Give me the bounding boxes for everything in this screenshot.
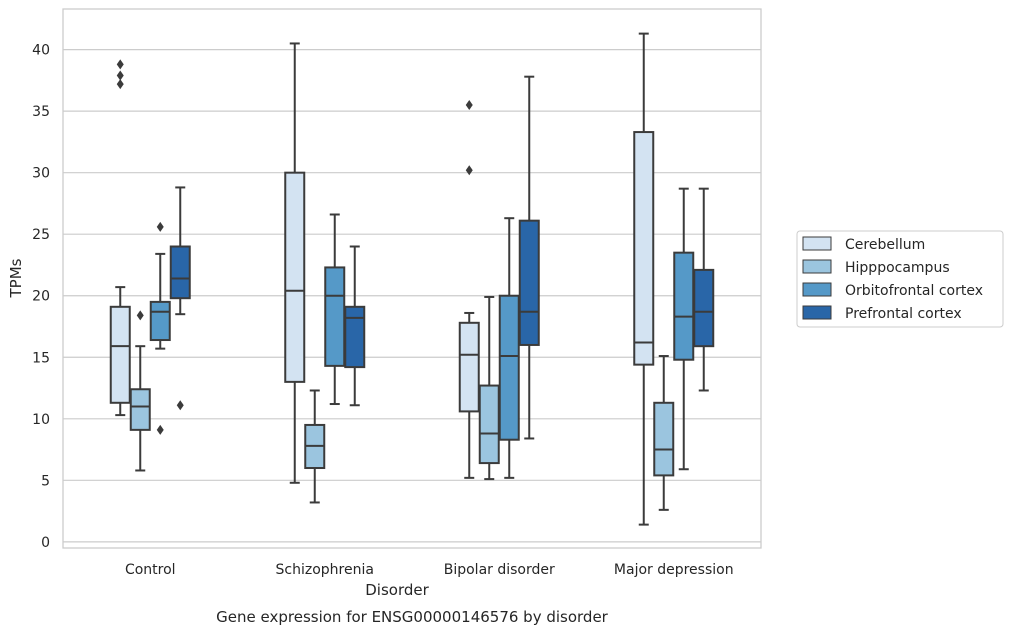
legend-label: Prefrontal cortex xyxy=(845,306,962,322)
y-tick-label: 5 xyxy=(41,473,50,489)
y-axis-label: TPMs xyxy=(7,258,25,298)
box-hipppocampus-bipolar-disorder xyxy=(478,295,500,481)
chart-title: Gene expression for ENSG00000146576 by d… xyxy=(216,608,609,626)
legend-swatch xyxy=(802,305,832,320)
box-orbitofrontal-cortex-major-depression xyxy=(673,187,695,471)
outlier-point xyxy=(465,99,473,110)
x-tick-label: Control xyxy=(125,562,176,578)
legend-swatch xyxy=(802,282,832,297)
legend-swatch xyxy=(802,236,832,251)
y-tick-label: 20 xyxy=(32,289,50,305)
y-tick-label: 30 xyxy=(32,166,50,182)
outlier-point xyxy=(136,310,144,321)
x-tick-label: Major depression xyxy=(614,562,734,578)
box-hipppocampus-schizophrenia xyxy=(304,389,326,504)
box-iqr xyxy=(633,131,655,366)
legend-frame xyxy=(796,230,1004,328)
legend-label: Hipppocampus xyxy=(845,260,950,276)
box-prefrontal-cortex-control xyxy=(169,186,191,411)
x-axis-label: Disorder xyxy=(365,581,429,599)
legend-swatch xyxy=(802,259,832,274)
y-tick-labels: 0 5 10 15 20 25 30 35 40 xyxy=(32,43,50,551)
box-iqr xyxy=(693,268,715,348)
box-prefrontal-cortex-bipolar-disorder xyxy=(518,75,540,440)
legend-label: Cerebellum xyxy=(845,237,925,253)
box-cerebellum-major-depression xyxy=(633,32,655,526)
box-iqr xyxy=(109,305,131,404)
plot-area-frame xyxy=(62,8,762,549)
x-tick-label: Bipolar disorder xyxy=(444,562,555,578)
y-tick-label: 15 xyxy=(32,350,50,366)
x-tick-label: Schizophrenia xyxy=(276,562,374,578)
outlier-point xyxy=(465,165,473,176)
legend-label: Orbitofrontal cortex xyxy=(845,283,983,299)
outlier-point xyxy=(116,59,124,70)
y-tick-label: 0 xyxy=(41,535,50,551)
outlier-point xyxy=(156,424,164,435)
y-tick-label: 40 xyxy=(32,43,50,59)
x-tick-labels: Control Schizophrenia Bipolar disorder Majo… xyxy=(125,562,734,578)
box-iqr xyxy=(478,384,500,465)
outlier-point xyxy=(176,400,184,411)
legend: Cerebellum Hipppocampus Orbitofrontal cort… xyxy=(796,230,1004,328)
box-cerebellum-schizophrenia xyxy=(284,42,306,484)
box-orbitofrontal-cortex-control xyxy=(149,221,171,435)
y-tick-label: 25 xyxy=(32,227,50,243)
box-orbitofrontal-cortex-schizophrenia xyxy=(324,213,346,406)
box-iqr xyxy=(498,294,520,441)
box-iqr xyxy=(673,251,695,361)
outlier-point xyxy=(116,70,124,81)
box-iqr xyxy=(653,401,675,477)
box-prefrontal-cortex-schizophrenia xyxy=(344,245,366,407)
outlier-point xyxy=(156,221,164,232)
y-tick-label: 10 xyxy=(32,412,50,428)
box-iqr xyxy=(324,266,346,367)
box-iqr xyxy=(149,300,171,342)
box-cerebellum-control xyxy=(109,59,131,417)
box-orbitofrontal-cortex-bipolar-disorder xyxy=(498,217,520,479)
boxes-layer xyxy=(109,32,715,526)
box-iqr xyxy=(344,305,366,369)
y-tick-label: 35 xyxy=(32,104,50,120)
box-iqr xyxy=(169,245,191,300)
box-iqr xyxy=(518,219,540,346)
box-cerebellum-bipolar-disorder xyxy=(458,99,480,479)
box-hipppocampus-major-depression xyxy=(653,355,675,511)
box-iqr xyxy=(129,388,151,431)
box-prefrontal-cortex-major-depression xyxy=(693,187,715,392)
box-hipppocampus-control xyxy=(129,310,151,472)
outlier-point xyxy=(116,79,124,90)
box-iqr xyxy=(284,171,306,383)
box-iqr xyxy=(458,321,480,413)
